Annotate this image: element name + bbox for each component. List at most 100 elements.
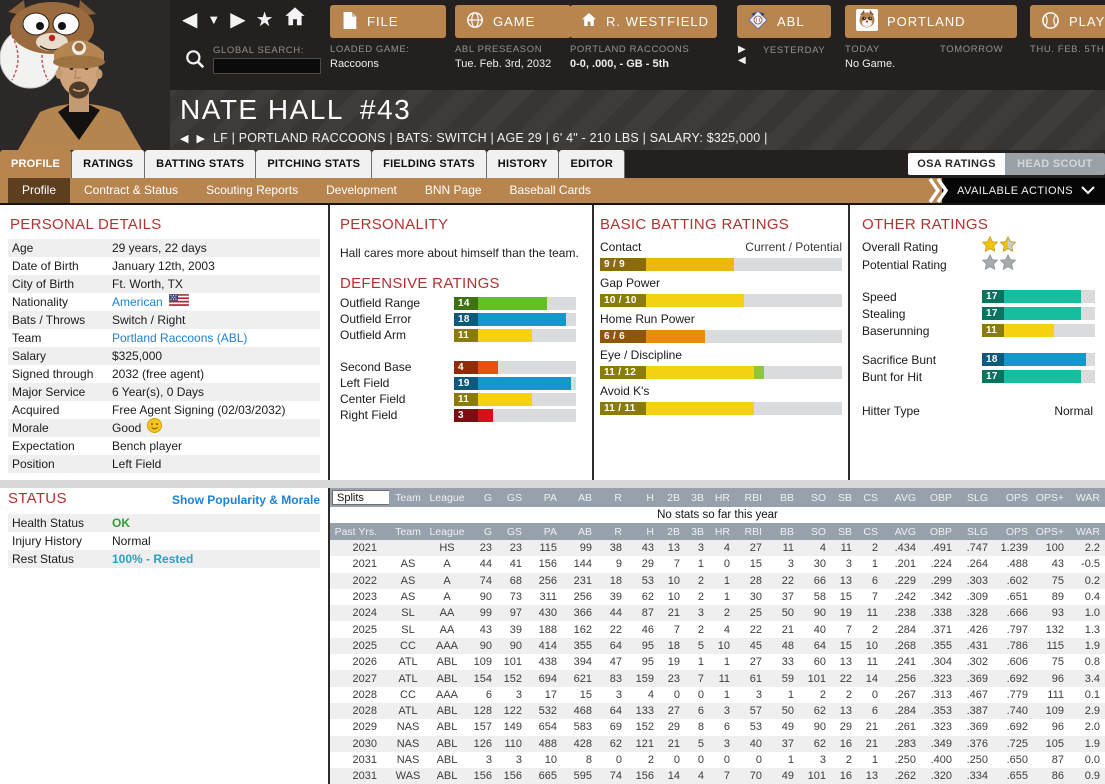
column-header-team[interactable]: Team <box>389 523 427 540</box>
column-header-g[interactable]: G <box>467 488 497 507</box>
column-header-ab[interactable]: AB <box>562 523 597 540</box>
manager-button[interactable]: R. WESTFIELD <box>570 5 717 38</box>
column-header-sb[interactable]: SB <box>831 488 857 507</box>
subtab-baseball-cards[interactable]: Baseball Cards <box>509 183 591 197</box>
stat-cell: 126 <box>467 735 497 752</box>
favorite-star-icon[interactable]: ★ <box>255 8 274 31</box>
available-actions-button[interactable]: AVAILABLE ACTIONS <box>928 178 1105 203</box>
rating-bar: 11 / 11 <box>600 402 842 415</box>
head-scout-toggle[interactable]: HEAD SCOUT <box>1005 153 1105 175</box>
subtab-contract-status[interactable]: Contract & Status <box>84 183 179 197</box>
stat-cell: 10 <box>544 754 557 766</box>
tab-history[interactable]: HISTORY <box>486 150 560 178</box>
play-button[interactable]: PLAY <box>1030 5 1105 38</box>
column-header-obp[interactable]: OBP <box>921 488 957 507</box>
stat-cell: 0.1 <box>1084 688 1100 701</box>
stat-cell: 1 <box>697 558 704 571</box>
prev-player-icon[interactable]: ◀ <box>180 132 189 145</box>
yesterday-label[interactable]: YESTERDAY <box>763 45 826 56</box>
column-header-war[interactable]: WAR <box>1069 523 1105 540</box>
column-header-opsplus[interactable]: OPS+ <box>1033 523 1069 540</box>
next-player-icon[interactable]: ▶ <box>196 132 205 145</box>
column-header-avg[interactable]: AVG <box>883 488 921 507</box>
tab-batting-stats[interactable]: BATTING STATS <box>145 150 257 178</box>
rating-label: Baserunning <box>862 323 930 338</box>
league-button[interactable]: ABL <box>737 5 831 38</box>
stat-cell: 13 <box>839 656 852 669</box>
column-header-slg[interactable]: SLG <box>957 523 993 540</box>
column-header-cs[interactable]: CS <box>857 523 883 540</box>
subtab-bnn-page[interactable]: BNN Page <box>424 183 482 197</box>
column-header-ops[interactable]: OPS <box>993 523 1033 540</box>
team-link[interactable]: Portland Raccoons (ABL) <box>112 331 248 345</box>
column-header-slg[interactable]: SLG <box>957 488 993 507</box>
forward-icon[interactable]: ▶ <box>230 8 246 31</box>
detail-value-text: 6 Year(s), 0 Days <box>112 385 205 399</box>
home-icon[interactable] <box>284 6 306 33</box>
column-header-cs[interactable]: CS <box>857 488 883 507</box>
detail-value: American <box>112 293 320 311</box>
column-header-rbi[interactable]: RBI <box>735 523 767 540</box>
tab-profile[interactable]: PROFILE <box>0 150 73 178</box>
column-header-gs[interactable]: GS <box>497 488 527 507</box>
stat-cell: 0.9 <box>1069 768 1105 784</box>
next-day-icon[interactable]: ▶ <box>738 44 746 55</box>
column-header-league[interactable]: League <box>427 488 467 507</box>
column-header-h[interactable]: H <box>627 523 659 540</box>
column-header-3b[interactable]: 3B <box>685 523 709 540</box>
column-header-r[interactable]: R <box>597 523 627 540</box>
loaded-game-value: Raccoons <box>330 58 379 70</box>
tab-pitching-stats[interactable]: PITCHING STATS <box>256 150 373 178</box>
tab-ratings[interactable]: RATINGS <box>72 150 146 178</box>
hitter-type-row: Hitter Type Normal <box>862 404 1093 418</box>
osa-ratings-toggle[interactable]: OSA RATINGS <box>908 153 1005 175</box>
column-header-ab[interactable]: AB <box>562 488 597 507</box>
column-header-team[interactable]: Team <box>389 488 427 507</box>
splits-dropdown[interactable]: Splits▼ <box>332 490 389 505</box>
column-header-h[interactable]: H <box>627 488 659 507</box>
file-button[interactable]: FILE <box>330 5 446 38</box>
history-dropdown-icon[interactable]: ▼ <box>207 11 221 27</box>
tab-editor[interactable]: EDITOR <box>559 150 626 178</box>
prev-day-icon[interactable]: ◀ <box>738 55 746 66</box>
column-header-3b[interactable]: 3B <box>685 488 709 507</box>
column-header-hr[interactable]: HR <box>709 488 735 507</box>
back-icon[interactable]: ◀ <box>182 8 198 31</box>
column-header-gs[interactable]: GS <box>497 523 527 540</box>
column-header-bb[interactable]: BB <box>767 523 799 540</box>
batting-bars: Contact Current / Potential 9 / 9 Gap Power… <box>600 240 842 420</box>
column-header-league[interactable]: League <box>427 523 467 540</box>
stat-cell: ABL <box>436 754 458 766</box>
column-header-2b[interactable]: 2B <box>659 523 685 540</box>
column-header-so[interactable]: SO <box>799 488 831 507</box>
search-input[interactable] <box>213 58 321 74</box>
stat-cell: 4 <box>647 688 654 701</box>
tab-fielding-stats[interactable]: FIELDING STATS <box>372 150 487 178</box>
column-header-pa[interactable]: PA <box>527 523 562 540</box>
column-header-war[interactable]: WAR <box>1069 488 1105 507</box>
column-header-opsplus[interactable]: OPS+ <box>1033 488 1069 507</box>
column-header-so[interactable]: SO <box>799 523 831 540</box>
subtab-scouting-reports[interactable]: Scouting Reports <box>206 183 299 197</box>
detail-value-text: Normal <box>112 534 151 548</box>
column-header-bb[interactable]: BB <box>767 488 799 507</box>
stat-cell: .467 <box>966 688 988 701</box>
team-button[interactable]: PORTLAND <box>845 5 1017 38</box>
column-header-g[interactable]: G <box>467 523 497 540</box>
current-potential-header: Current / Potential <box>745 240 842 254</box>
column-header-pa[interactable]: PA <box>527 488 562 507</box>
nationality-link[interactable]: American <box>112 295 163 309</box>
show-popularity-link[interactable]: Show Popularity & Morale <box>171 493 320 507</box>
column-header-r[interactable]: R <box>597 488 627 507</box>
stat-cell: 256 <box>527 572 562 589</box>
column-header-hr[interactable]: HR <box>709 523 735 540</box>
column-header-obp[interactable]: OBP <box>921 523 957 540</box>
column-header-sb[interactable]: SB <box>831 523 857 540</box>
subtab-profile[interactable]: Profile <box>8 178 71 203</box>
column-header-2b[interactable]: 2B <box>659 488 685 507</box>
game-button[interactable]: GAME <box>455 5 571 38</box>
column-header-ops[interactable]: OPS <box>993 488 1033 507</box>
subtab-development[interactable]: Development <box>326 183 397 197</box>
column-header-avg[interactable]: AVG <box>883 523 921 540</box>
column-header-rbi[interactable]: RBI <box>735 488 767 507</box>
